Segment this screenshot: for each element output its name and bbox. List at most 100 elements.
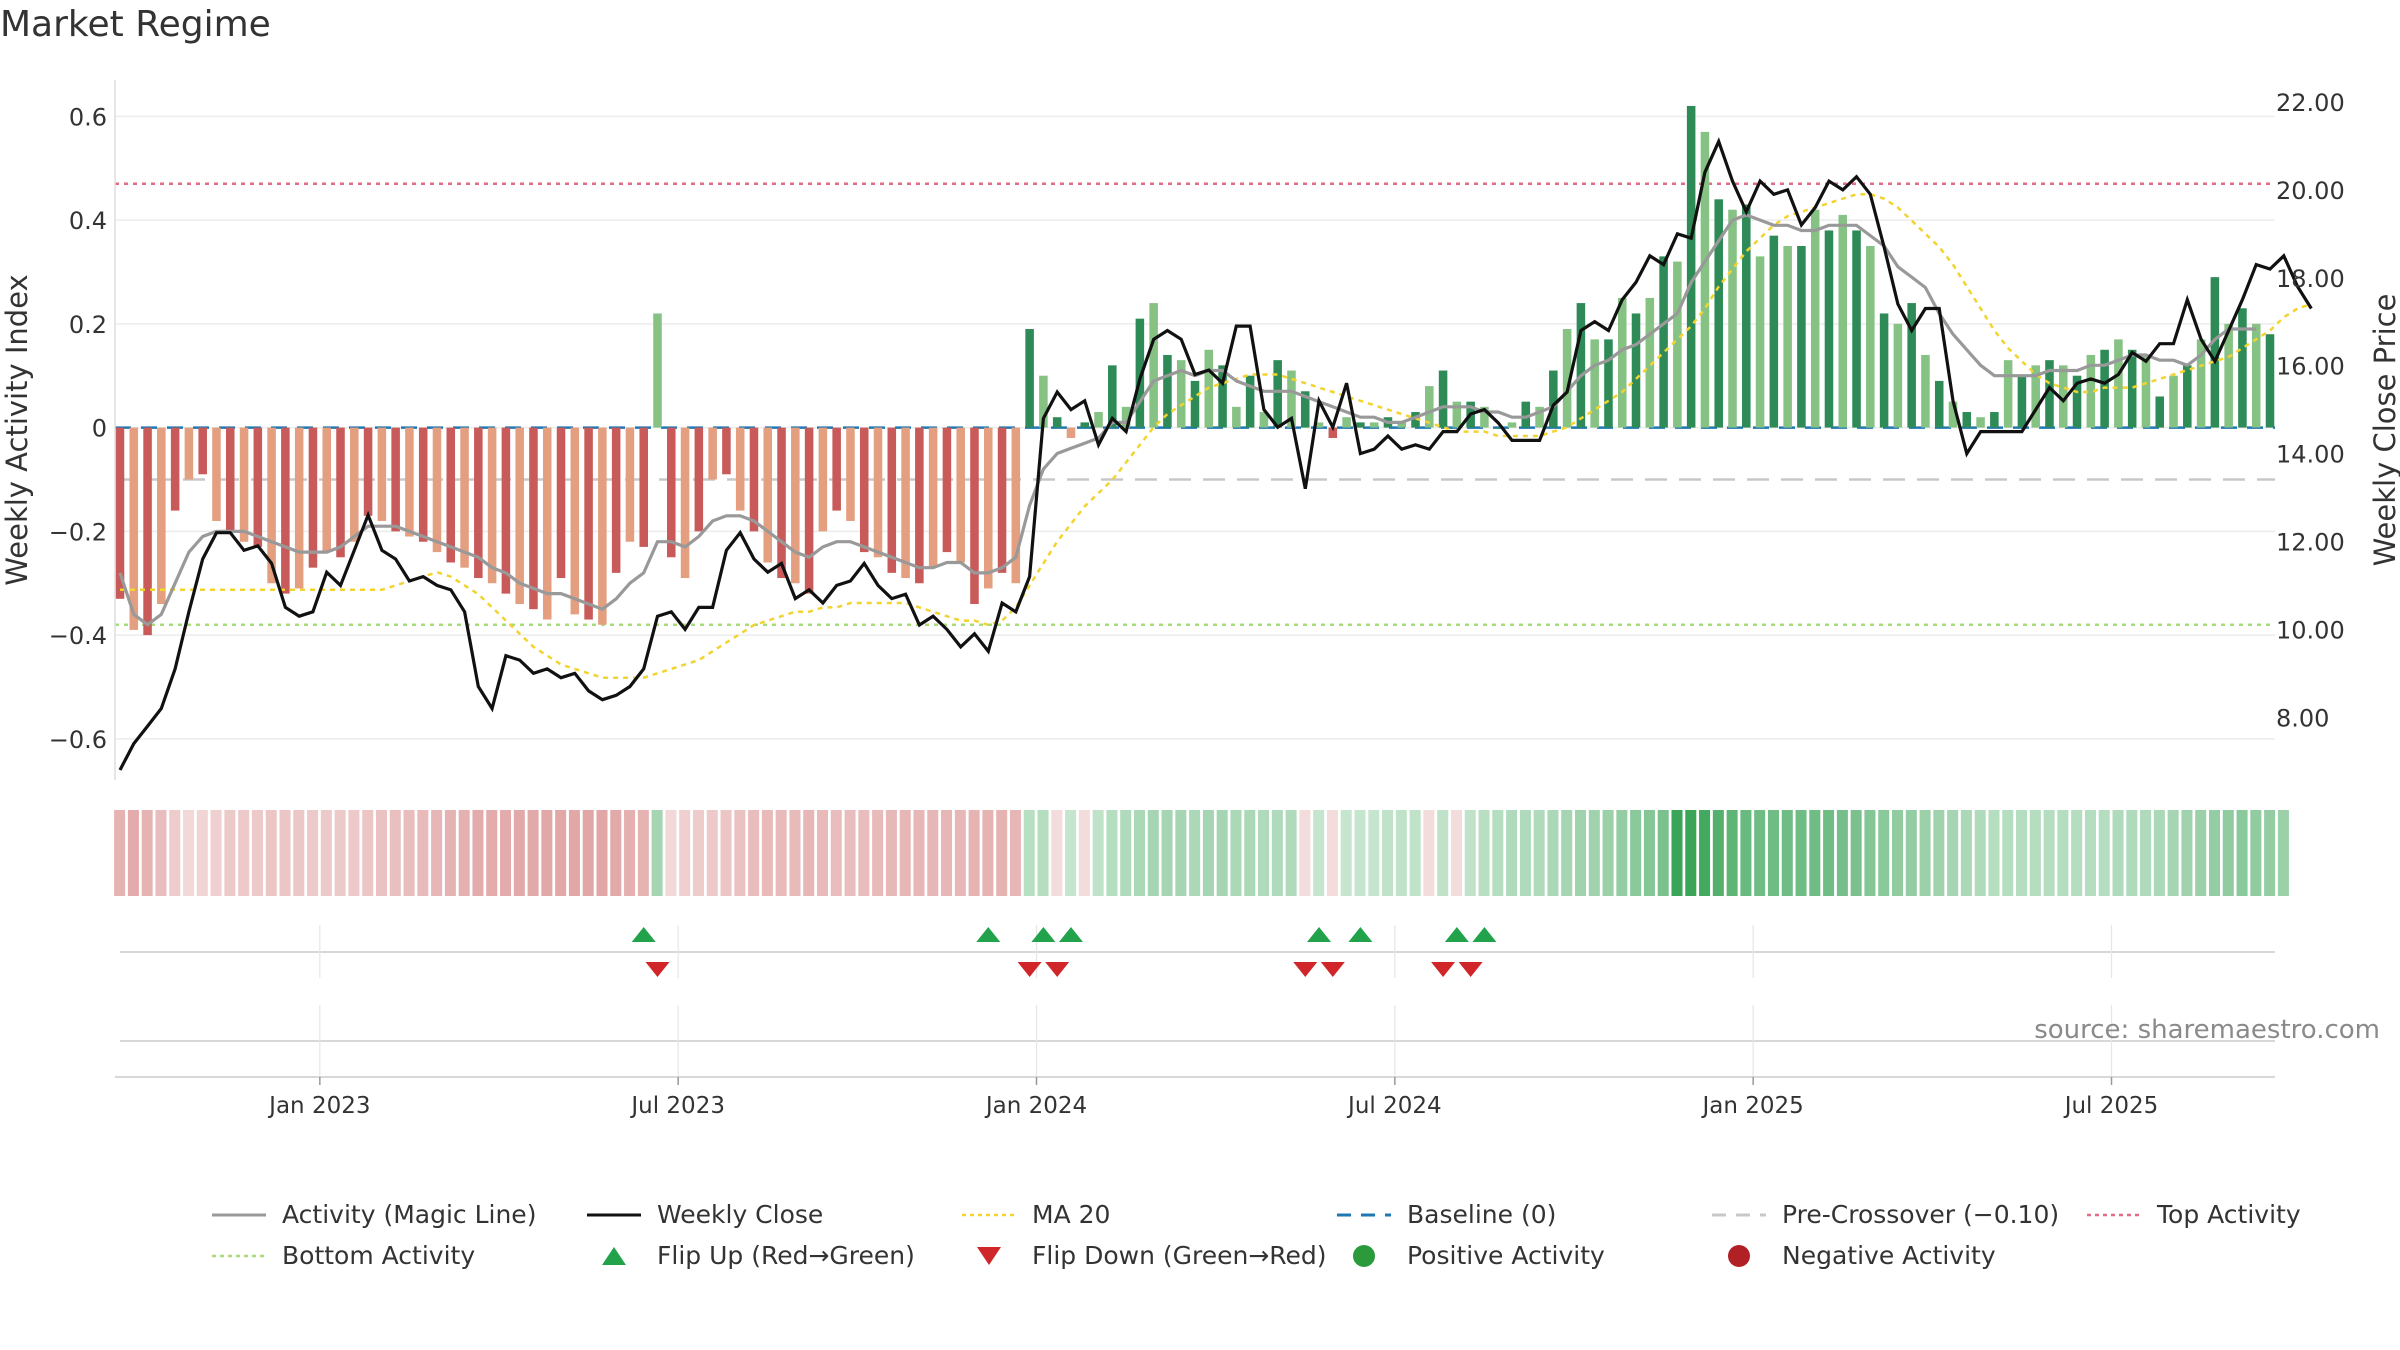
- x-tick-label: Jan 2025: [1701, 1093, 1804, 1119]
- activity-bar-negative: [474, 427, 483, 579]
- regime-cell: [1299, 810, 1311, 896]
- regime-cell: [2043, 810, 2055, 896]
- regime-cell: [555, 810, 567, 896]
- activity-bar-negative: [418, 427, 428, 542]
- flip-up-marker: [1307, 927, 1332, 942]
- activity-bar-positive: [1493, 427, 1503, 429]
- y-tick-label: −0.2: [49, 518, 107, 546]
- activity-bar-negative: [956, 427, 965, 563]
- regime-cell: [899, 810, 911, 896]
- flip-up-marker: [1472, 927, 1497, 942]
- activity-bar-negative: [777, 427, 786, 579]
- activity-bar-positive: [1190, 380, 1200, 428]
- regime-cell: [1630, 810, 1642, 896]
- regime-cell: [885, 810, 897, 896]
- activity-bar-positive: [1356, 422, 1365, 428]
- regime-cell: [513, 810, 525, 896]
- legend-swatch-shape: [1353, 1244, 1375, 1267]
- activity-bar-positive: [1121, 406, 1131, 428]
- activity-bar-positive: [1149, 303, 1158, 428]
- activity-bar-positive: [1452, 401, 1462, 428]
- regime-cell: [1065, 810, 1077, 896]
- activity-bar-negative: [487, 427, 497, 584]
- activity-bar-positive: [2045, 360, 2054, 428]
- activity-bar-negative: [749, 427, 759, 532]
- regime-cell: [1836, 810, 1848, 896]
- activity-bar-positive: [1273, 360, 1282, 428]
- activity-bar-negative: [970, 427, 979, 604]
- activity-bar-negative: [846, 427, 855, 521]
- regime-cell: [1382, 810, 1394, 896]
- activity-bar-negative: [901, 427, 910, 579]
- regime-cell: [941, 810, 953, 896]
- activity-bar-negative: [735, 427, 745, 511]
- regime-cell: [789, 810, 801, 896]
- legend-label: Flip Up (Red→Green): [657, 1241, 915, 1270]
- regime-cell: [982, 810, 994, 896]
- activity-bar-negative: [253, 427, 263, 547]
- regime-cell: [913, 810, 925, 896]
- activity-bar-positive: [1948, 401, 1958, 428]
- activity-bar-negative: [184, 427, 194, 480]
- regime-cell: [1795, 810, 1807, 896]
- activity-bar-negative: [501, 427, 511, 594]
- regime-cell: [1850, 810, 1862, 896]
- legend-item: MA 20: [960, 1200, 1335, 1229]
- flip-up-marker: [976, 927, 1001, 942]
- activity-bar-positive: [1521, 401, 1531, 428]
- activity-bar-positive: [2003, 360, 2013, 428]
- regime-cell: [472, 810, 484, 896]
- activity-bar-positive: [1232, 406, 1241, 428]
- regime-cell: [568, 810, 580, 896]
- regime-cell: [375, 810, 387, 896]
- y2-tick-label: 22.00: [2276, 89, 2345, 117]
- regime-cell: [2098, 810, 2110, 896]
- regime-cell: [541, 810, 553, 896]
- regime-cell: [307, 810, 319, 896]
- regime-cell: [1354, 810, 1366, 896]
- regime-cell: [1533, 810, 1545, 896]
- y-tick-label: 0.2: [69, 311, 107, 339]
- activity-bar-positive: [1549, 370, 1558, 428]
- activity-bar-negative: [818, 427, 828, 532]
- market-regime-chart: −0.6 −0.4 −0.2 0 0.2 0.4 0.6 8.00 10.00 12.00 14.0…: [0, 80, 2400, 1119]
- activity-bar-positive: [1604, 339, 1613, 428]
- activity-bar-negative: [639, 427, 648, 547]
- regime-cell: [844, 810, 856, 896]
- x-tick-label: Jan 2024: [984, 1093, 1087, 1119]
- regime-cell: [775, 810, 787, 896]
- regime-cell: [1974, 810, 1986, 896]
- activity-bar-positive: [1562, 329, 1572, 428]
- activity-bar-negative: [336, 427, 345, 558]
- activity-bar-negative: [129, 427, 139, 630]
- activity-bar-negative: [873, 427, 883, 558]
- regime-cell: [1602, 810, 1614, 896]
- magic-line: [118, 213, 2257, 627]
- regime-cell: [141, 810, 153, 896]
- regime-cell: [1437, 810, 1449, 896]
- regime-cell: [224, 810, 236, 896]
- legend-label: Negative Activity: [1782, 1241, 1996, 1270]
- regime-cell: [1823, 810, 1835, 896]
- regime-cell: [251, 810, 263, 896]
- legend-item: Negative Activity: [1710, 1241, 2085, 1270]
- activity-bar-positive: [1576, 303, 1586, 428]
- activity-bar-positive: [2141, 354, 2151, 428]
- x-axis: Jan 2023 Jul 2023 Jan 2024 Jul 2024 Jan 2025…: [115, 1076, 2275, 1119]
- flip-down-marker: [645, 962, 670, 977]
- activity-bar-positive: [1893, 323, 1903, 428]
- regime-cell: [624, 810, 636, 896]
- y2-tick-label: 16.00: [2276, 353, 2345, 381]
- y-tick-label: 0.4: [69, 207, 107, 235]
- regime-cell: [1285, 810, 1297, 896]
- activity-bar-positive: [1866, 246, 1875, 428]
- activity-bar-negative: [281, 427, 290, 594]
- regime-cell: [748, 810, 760, 896]
- regime-cell: [2153, 810, 2165, 896]
- regime-cell: [1244, 810, 1256, 896]
- activity-bar-positive: [1397, 422, 1406, 428]
- chart-title: Market Regime: [0, 4, 271, 45]
- regime-cell: [1051, 810, 1063, 896]
- regime-cell: [527, 810, 539, 896]
- flip-down-marker: [1293, 962, 1318, 977]
